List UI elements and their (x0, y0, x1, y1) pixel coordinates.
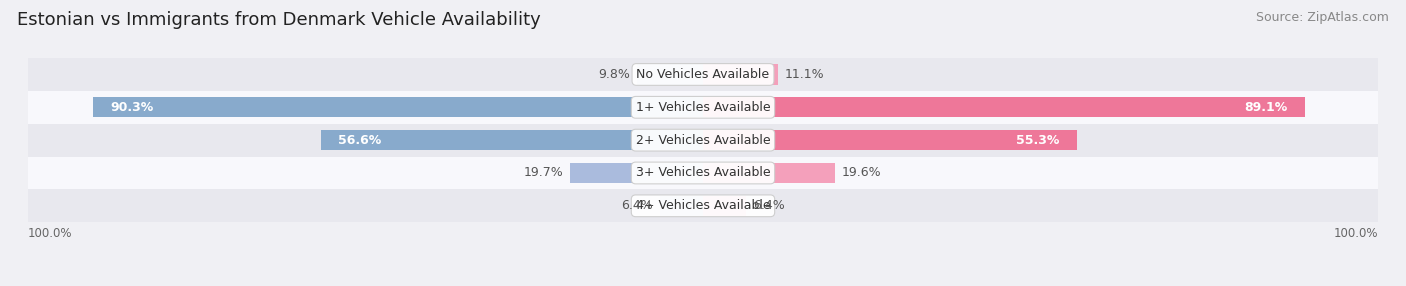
Text: 100.0%: 100.0% (1334, 227, 1378, 240)
Text: 3+ Vehicles Available: 3+ Vehicles Available (636, 166, 770, 180)
Bar (659, 196, 703, 216)
Text: 4+ Vehicles Available: 4+ Vehicles Available (636, 199, 770, 212)
Bar (28, 91, 1378, 124)
Text: 2+ Vehicles Available: 2+ Vehicles Available (636, 134, 770, 147)
Bar (703, 130, 1077, 150)
Text: 55.3%: 55.3% (1017, 134, 1060, 147)
Text: 6.4%: 6.4% (754, 199, 785, 212)
Bar (321, 130, 703, 150)
Text: 19.7%: 19.7% (523, 166, 564, 180)
Bar (703, 163, 835, 183)
Text: 6.4%: 6.4% (621, 199, 652, 212)
Bar (28, 124, 1378, 156)
Bar (703, 64, 778, 85)
Bar (569, 163, 703, 183)
Text: 11.1%: 11.1% (785, 68, 824, 81)
Text: 1+ Vehicles Available: 1+ Vehicles Available (636, 101, 770, 114)
Text: No Vehicles Available: No Vehicles Available (637, 68, 769, 81)
Bar (28, 156, 1378, 189)
Text: 89.1%: 89.1% (1244, 101, 1288, 114)
Text: 56.6%: 56.6% (337, 134, 381, 147)
Bar (28, 189, 1378, 222)
Text: Source: ZipAtlas.com: Source: ZipAtlas.com (1256, 11, 1389, 24)
Text: 100.0%: 100.0% (28, 227, 72, 240)
Bar (28, 58, 1378, 91)
Bar (703, 97, 1305, 118)
Text: 19.6%: 19.6% (842, 166, 882, 180)
Text: 9.8%: 9.8% (598, 68, 630, 81)
Bar (637, 64, 703, 85)
Bar (93, 97, 703, 118)
Bar (703, 196, 747, 216)
Text: Estonian vs Immigrants from Denmark Vehicle Availability: Estonian vs Immigrants from Denmark Vehi… (17, 11, 541, 29)
Text: 90.3%: 90.3% (110, 101, 153, 114)
